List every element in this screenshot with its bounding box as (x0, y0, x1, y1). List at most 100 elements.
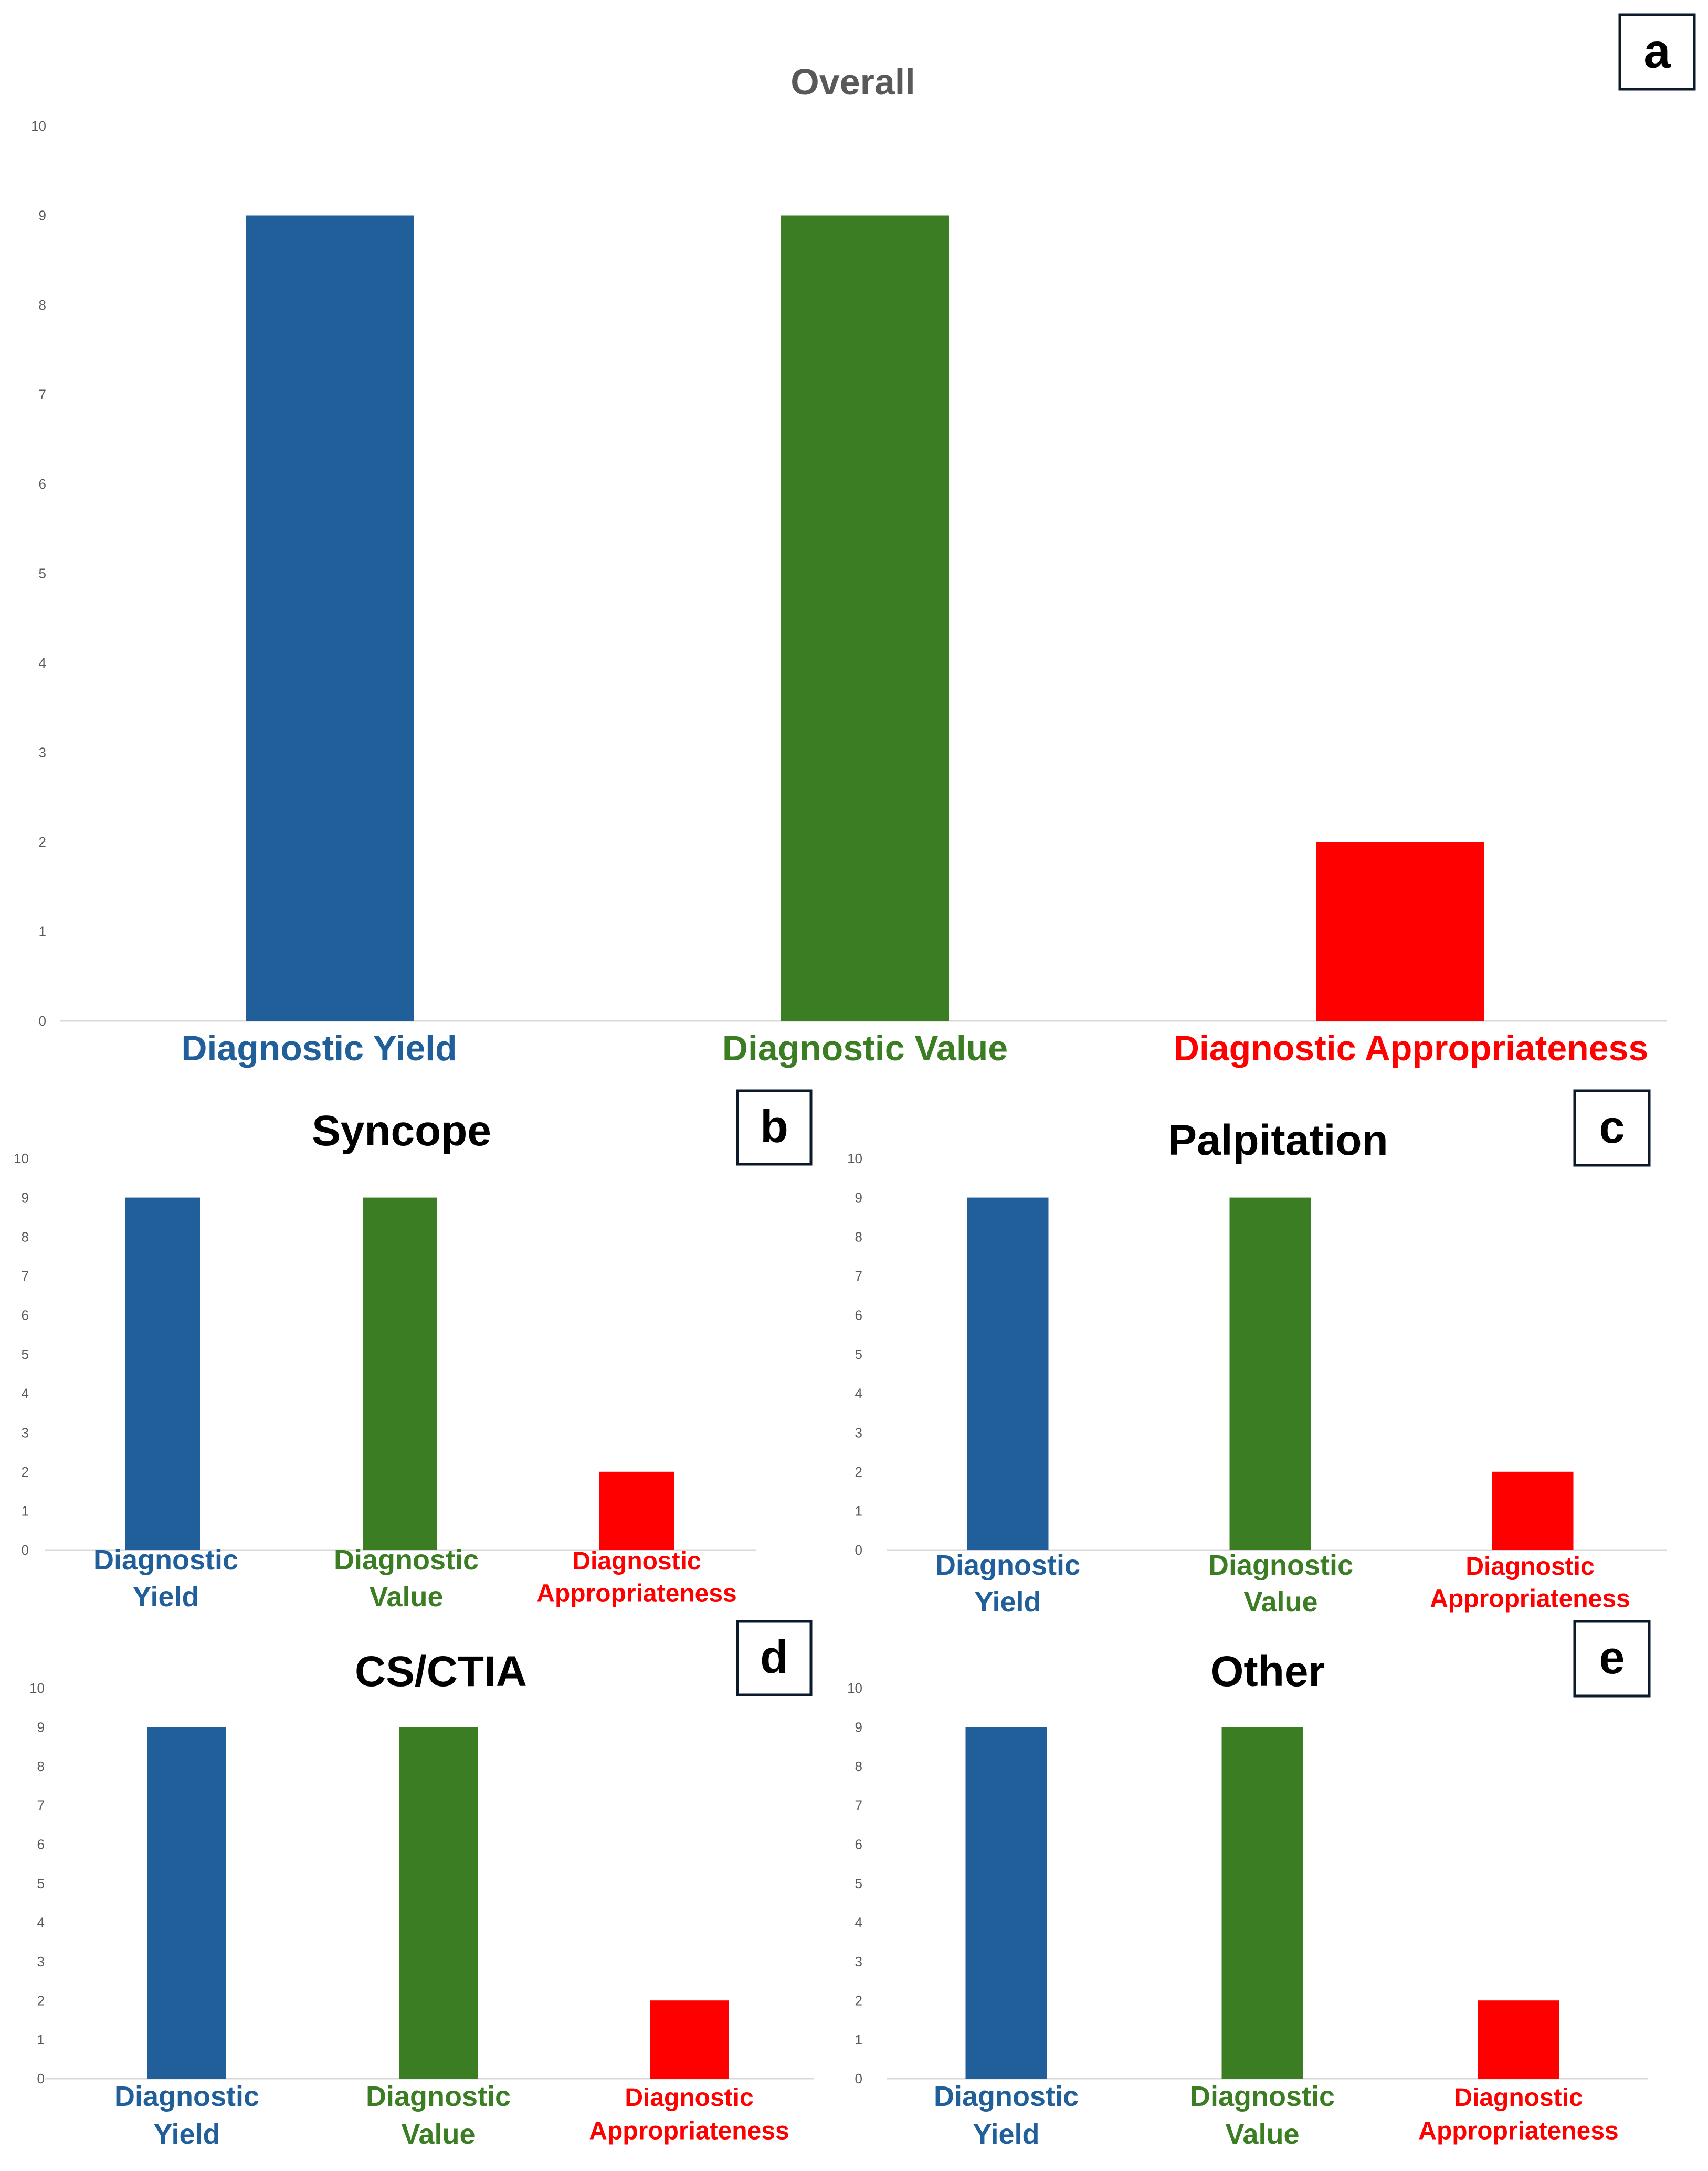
y-tick-label: 0 (855, 2071, 862, 2086)
category-label: Diagnostic Yield (934, 2081, 1079, 2150)
y-tick-label: 0 (37, 2071, 45, 2086)
bar-2 (1229, 1197, 1311, 1550)
y-tick-label: 9 (22, 1190, 29, 1206)
category-label: Diagnostic Appropriateness (589, 2084, 789, 2145)
y-tick-label: 8 (37, 1758, 45, 1774)
category-label: Diagnostic Yield (114, 2081, 259, 2150)
y-tick-label: 6 (37, 1837, 45, 1852)
y-tick-label: 4 (22, 1386, 29, 1401)
panel-label-box (736, 1620, 813, 1696)
y-tick-label: 8 (855, 1758, 862, 1774)
y-tick-label: 6 (855, 1837, 862, 1852)
panel-label-box (1618, 13, 1696, 91)
y-tick-label: 7 (22, 1268, 29, 1284)
y-tick-label: 5 (37, 1875, 45, 1891)
category-label: Diagnostic Value (1190, 2081, 1335, 2150)
panel-label: a (1643, 24, 1671, 78)
y-tick-label: 7 (37, 1797, 45, 1813)
y-tick-label: 2 (39, 834, 46, 850)
y-tick-label: 0 (39, 1013, 46, 1029)
panel-label-box (1573, 1089, 1651, 1167)
y-tick-label: 6 (855, 1308, 862, 1323)
category-label: Diagnostic Yield (93, 1544, 238, 1613)
y-tick-label: 9 (855, 1720, 862, 1735)
chart-title: CS/CTIA (355, 1648, 527, 1695)
category-label: Diagnostic Value (366, 2081, 511, 2150)
y-tick-label: 10 (31, 118, 46, 134)
y-tick-label: 0 (22, 1542, 29, 1558)
category-label: Diagnostic Value (1208, 1550, 1353, 1618)
category-label: Diagnostic Yield (935, 1550, 1080, 1618)
y-tick-label: 3 (39, 745, 46, 761)
category-label: Diagnostic Yield (181, 1028, 457, 1068)
bar-3 (1478, 2000, 1559, 2079)
y-tick-label: 3 (22, 1425, 29, 1440)
y-tick-label: 10 (29, 1680, 45, 1696)
panel-label: d (760, 1631, 788, 1683)
chart-panel-d: CS/CTIA d 0 1 2 3 4 5 6 7 8 9 10 Diagnostic Yield Diagn… (29, 1620, 814, 2150)
category-label: Diagnostic Appropriateness (1430, 1553, 1630, 1613)
category-label: Diagnostic Appropriateness (536, 1547, 736, 1608)
y-tick-label: 1 (37, 2032, 45, 2048)
category-label: Diagnostic Value (334, 1544, 479, 1613)
y-tick-label: 8 (855, 1229, 862, 1245)
bar-1 (246, 215, 414, 1021)
bar-2 (399, 1727, 478, 2079)
bar-3 (1316, 842, 1484, 1021)
y-tick-label: 9 (855, 1190, 862, 1206)
y-tick-label: 4 (855, 1915, 862, 1931)
chart-panel-a: Overall a 0 1 2 3 4 5 6 7 8 9 10 Diagnostic Yield Diag… (31, 13, 1696, 1068)
y-tick-label: 3 (37, 1954, 45, 1969)
bar-1 (147, 1727, 226, 2079)
bar-3 (599, 1471, 674, 1550)
chart-title: Other (1210, 1648, 1325, 1695)
y-tick-label: 1 (855, 1503, 862, 1519)
panel-label: e (1599, 1631, 1625, 1683)
bar-2 (1221, 1727, 1303, 2079)
y-tick-label: 10 (14, 1151, 29, 1166)
chart-title: Syncope (312, 1107, 491, 1155)
y-tick-label: 4 (855, 1386, 862, 1401)
category-label: Diagnostic Value (722, 1028, 1008, 1068)
y-tick-label: 2 (855, 1464, 862, 1480)
bar-3 (1492, 1471, 1574, 1550)
panel-label: c (1599, 1101, 1625, 1153)
chart-panel-c: Palpitation c 0 1 2 3 4 5 6 7 8 9 10 Diagnostic Yield D… (847, 1089, 1667, 1618)
y-tick-label: 1 (855, 2032, 862, 2048)
y-tick-label: 3 (855, 1425, 862, 1440)
panel-label-box (1573, 1620, 1651, 1698)
y-tick-label: 5 (22, 1346, 29, 1362)
y-tick-label: 6 (39, 476, 46, 492)
category-label: Diagnostic Appropriateness (1174, 1028, 1648, 1068)
y-tick-label: 3 (855, 1954, 862, 1969)
y-tick-label: 4 (39, 655, 46, 671)
y-tick-label: 1 (39, 924, 46, 940)
y-tick-label: 2 (22, 1464, 29, 1480)
y-tick-label: 5 (855, 1346, 862, 1362)
chart-title: Palpitation (1168, 1116, 1388, 1164)
y-tick-label: 5 (855, 1875, 862, 1891)
category-label: Diagnostic Appropriateness (1418, 2084, 1618, 2145)
y-tick-label: 5 (39, 566, 46, 582)
y-tick-label: 10 (847, 1151, 862, 1166)
y-tick-label: 2 (37, 1993, 45, 2008)
y-tick-label: 2 (855, 1993, 862, 2008)
y-tick-label: 7 (855, 1268, 862, 1284)
y-tick-label: 0 (855, 1542, 862, 1558)
panel-label: b (760, 1100, 788, 1152)
bar-1 (967, 1197, 1049, 1550)
y-tick-label: 8 (22, 1229, 29, 1245)
chart-panel-e: Other e 0 1 2 3 4 5 6 7 8 9 10 Diagnostic Yield Diagnos… (847, 1620, 1651, 2150)
y-tick-label: 4 (37, 1915, 45, 1931)
y-tick-label: 10 (847, 1680, 862, 1696)
chart-panel-b: Syncope b 0 1 2 3 4 5 6 7 8 9 10 Diagnostic Yield Diagn… (14, 1089, 813, 1613)
bar-1 (965, 1727, 1047, 2079)
y-tick-label: 7 (39, 387, 46, 403)
bar-1 (125, 1197, 200, 1550)
bar-2 (363, 1197, 437, 1550)
y-tick-label: 8 (39, 297, 46, 313)
chart-title: Overall (790, 61, 915, 102)
y-tick-label: 1 (22, 1503, 29, 1519)
bar-2 (781, 215, 949, 1021)
